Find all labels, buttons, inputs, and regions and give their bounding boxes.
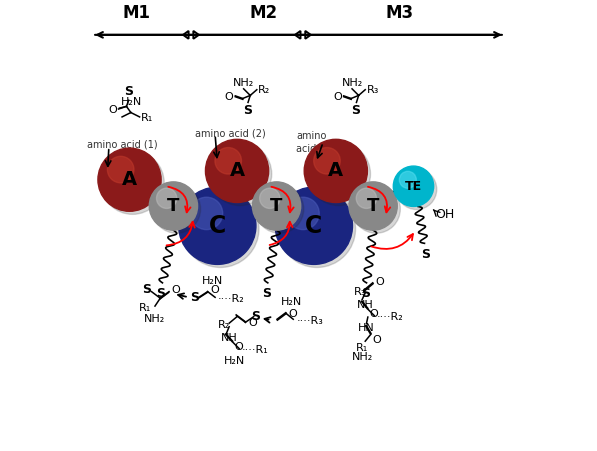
Text: C: C: [305, 214, 322, 238]
Text: amino
acid (3): amino acid (3): [296, 131, 334, 154]
Circle shape: [205, 139, 269, 202]
Text: R₃: R₃: [367, 85, 379, 95]
Text: T: T: [367, 197, 379, 215]
Circle shape: [275, 187, 352, 264]
Circle shape: [253, 182, 301, 230]
Text: O: O: [109, 105, 117, 115]
Text: NH₂: NH₂: [144, 313, 165, 323]
Text: H₂N: H₂N: [281, 297, 301, 307]
Text: R₂: R₂: [218, 319, 230, 330]
Text: A: A: [229, 161, 245, 180]
Text: NH: NH: [221, 333, 238, 343]
Text: A: A: [328, 161, 343, 180]
Text: OH: OH: [435, 208, 455, 221]
Text: amino acid (1): amino acid (1): [87, 139, 158, 150]
Text: S: S: [156, 287, 165, 300]
Circle shape: [260, 188, 280, 208]
Text: O: O: [225, 92, 233, 102]
Circle shape: [149, 182, 198, 230]
Text: R₁: R₁: [139, 303, 152, 313]
Circle shape: [396, 169, 437, 210]
Text: M2: M2: [250, 4, 278, 22]
Text: S: S: [143, 283, 152, 296]
Text: H₂N: H₂N: [224, 356, 245, 366]
Circle shape: [190, 197, 223, 230]
Text: R₃: R₃: [354, 286, 366, 297]
Text: S: S: [251, 310, 260, 323]
Circle shape: [307, 143, 371, 206]
Circle shape: [349, 182, 397, 230]
Text: O: O: [211, 285, 220, 295]
Text: ····R₂: ····R₂: [218, 294, 245, 304]
Text: S: S: [421, 248, 430, 261]
Text: NH₂: NH₂: [352, 352, 373, 362]
Circle shape: [208, 143, 272, 206]
Text: O: O: [172, 285, 180, 295]
Circle shape: [156, 188, 177, 208]
Text: R₁: R₁: [140, 113, 153, 123]
Text: S: S: [263, 287, 272, 300]
Circle shape: [215, 147, 241, 174]
Text: R₂: R₂: [258, 85, 270, 95]
Text: S: S: [243, 104, 252, 117]
Text: A: A: [122, 170, 137, 189]
Text: HN: HN: [358, 323, 375, 333]
Text: T: T: [167, 197, 180, 215]
Text: amino acid (2): amino acid (2): [195, 129, 266, 138]
Text: M3: M3: [386, 4, 414, 22]
Text: H₂N: H₂N: [121, 97, 142, 107]
Text: O: O: [248, 318, 257, 328]
Circle shape: [179, 187, 256, 264]
Text: O: O: [373, 335, 381, 345]
Text: TE: TE: [405, 180, 422, 193]
Text: C: C: [209, 214, 226, 238]
Circle shape: [287, 197, 319, 230]
Text: T: T: [270, 197, 283, 215]
Circle shape: [107, 156, 134, 183]
Text: O: O: [376, 277, 384, 287]
Circle shape: [98, 148, 161, 211]
Circle shape: [393, 166, 433, 207]
Circle shape: [399, 171, 416, 188]
Text: O: O: [235, 342, 244, 352]
Text: S: S: [125, 86, 134, 98]
Circle shape: [181, 190, 259, 267]
Circle shape: [101, 151, 164, 214]
Text: S: S: [352, 104, 361, 117]
Text: S: S: [361, 287, 370, 300]
Text: ····R₂: ····R₂: [377, 312, 404, 322]
Text: NH₂: NH₂: [233, 78, 254, 87]
Text: ····R₃: ····R₃: [296, 316, 323, 326]
Circle shape: [313, 147, 340, 174]
Circle shape: [352, 185, 401, 233]
Text: O: O: [370, 309, 378, 319]
Text: NH₂: NH₂: [341, 78, 362, 87]
Text: O: O: [333, 92, 342, 102]
Circle shape: [256, 185, 304, 233]
Circle shape: [152, 185, 201, 233]
Circle shape: [304, 139, 367, 202]
Text: ····R₁: ····R₁: [241, 345, 268, 355]
Text: S: S: [190, 291, 199, 304]
Circle shape: [356, 188, 377, 208]
Text: NH: NH: [357, 299, 374, 309]
Text: R₁: R₁: [356, 343, 368, 354]
Text: H₂N: H₂N: [201, 276, 223, 286]
Text: M1: M1: [122, 4, 150, 22]
Text: O: O: [289, 308, 297, 318]
Circle shape: [278, 190, 356, 267]
